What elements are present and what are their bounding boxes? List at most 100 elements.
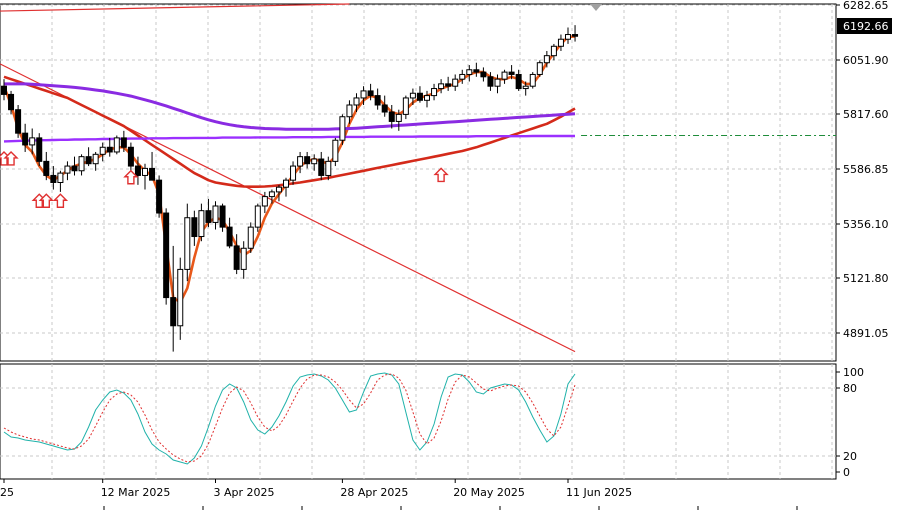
candle-body[interactable] — [275, 186, 282, 193]
candle-body[interactable] — [494, 78, 501, 87]
candle-body[interactable] — [332, 139, 339, 162]
candle-body[interactable] — [43, 160, 50, 176]
candle-body[interactable] — [219, 205, 226, 228]
buy-arrow-icon — [3, 150, 19, 166]
buy-arrow-icon — [433, 167, 449, 183]
candle-body[interactable] — [8, 93, 15, 111]
candlestick-layer[interactable] — [1, 25, 579, 352]
candle-body[interactable] — [353, 97, 360, 106]
candle-body[interactable] — [431, 88, 438, 97]
candle-body[interactable] — [64, 165, 71, 174]
candle-body[interactable] — [261, 196, 268, 207]
candle-body[interactable] — [247, 226, 254, 249]
moving-average-sma-flat — [3, 134, 575, 143]
axis-labels: 6282.65 6051.90 5817.60 5586.85 5356.10 5121.… — [0, 0, 889, 510]
candle-body[interactable] — [381, 104, 388, 113]
candle-body[interactable] — [106, 146, 113, 153]
candle-body[interactable] — [156, 179, 163, 214]
candle-body[interactable] — [374, 95, 381, 106]
candle-body[interactable] — [311, 158, 318, 165]
candle-body[interactable] — [339, 116, 346, 141]
candle-body[interactable] — [367, 90, 374, 97]
candle-body[interactable] — [212, 205, 219, 223]
candle-body[interactable] — [36, 137, 43, 162]
candle-body[interactable] — [57, 172, 64, 184]
candle-body[interactable] — [543, 55, 550, 64]
candle-body[interactable] — [184, 217, 191, 270]
candle-body[interactable] — [29, 137, 36, 146]
candle-body[interactable] — [99, 146, 106, 155]
candle-body[interactable] — [113, 137, 120, 153]
buy-arrow-icon — [52, 193, 69, 208]
date-tick-label: 11 Jun 2025 — [566, 486, 632, 499]
candle-body[interactable] — [163, 212, 170, 299]
candle-body[interactable] — [226, 226, 233, 247]
stoch-tick-label: 0 — [843, 466, 850, 479]
price-tick-label: 5586.85 — [843, 163, 889, 176]
candle-body[interactable] — [149, 167, 156, 181]
candle-body[interactable] — [480, 71, 487, 78]
price-tick-label: 5121.80 — [843, 272, 889, 285]
candle-body[interactable] — [508, 71, 515, 75]
candle-body[interactable] — [283, 179, 289, 188]
candle-body[interactable] — [120, 137, 127, 148]
candle-body[interactable] — [459, 73, 466, 80]
candle-body[interactable] — [318, 158, 325, 176]
candle-body[interactable] — [177, 268, 184, 327]
candle-body[interactable] — [409, 92, 416, 99]
candle-body[interactable] — [142, 167, 148, 176]
candle-body[interactable] — [71, 165, 78, 172]
candle-body[interactable] — [501, 71, 508, 80]
candle-body[interactable] — [127, 146, 134, 167]
trendline[interactable] — [0, 3, 350, 12]
candle-body[interactable] — [487, 76, 494, 87]
candle-body[interactable] — [92, 153, 99, 165]
candle-body[interactable] — [240, 247, 247, 270]
candle-body[interactable] — [254, 205, 261, 228]
candle-body[interactable] — [536, 62, 543, 75]
date-tick-label: 28 Apr 2025 — [340, 486, 408, 499]
candle-body[interactable] — [445, 83, 452, 87]
candle-body[interactable] — [78, 156, 85, 172]
candle-body[interactable] — [360, 90, 367, 99]
candle-body[interactable] — [424, 95, 430, 101]
candle-body[interactable] — [22, 132, 29, 146]
candle-body[interactable] — [198, 210, 205, 238]
candle-body[interactable] — [388, 111, 395, 122]
candle-body[interactable] — [438, 83, 445, 90]
candle-body[interactable] — [565, 34, 571, 40]
candle-body[interactable] — [325, 160, 332, 176]
candle-body[interactable] — [170, 297, 177, 327]
candle-body[interactable] — [515, 73, 522, 90]
candle-body[interactable] — [572, 34, 579, 37]
candle-body[interactable] — [416, 92, 423, 101]
candle-body[interactable] — [466, 69, 473, 75]
chart-shift-marker-icon[interactable] — [590, 4, 602, 11]
candle-body[interactable] — [268, 191, 275, 198]
candle-body[interactable] — [50, 174, 57, 184]
candle-body[interactable] — [191, 217, 198, 238]
candle-body[interactable] — [297, 156, 304, 167]
candle-body[interactable] — [15, 109, 22, 134]
candle-body[interactable] — [346, 104, 353, 118]
candle-body[interactable] — [134, 165, 141, 176]
candle-body[interactable] — [557, 38, 564, 47]
stoch-tick-label: 80 — [843, 382, 857, 395]
grid-lines — [0, 4, 836, 479]
candle-body[interactable] — [473, 69, 480, 73]
candle-body[interactable] — [402, 97, 409, 115]
candle-body[interactable] — [205, 210, 212, 223]
moving-average-sma-slow — [4, 82, 576, 131]
candle-body[interactable] — [290, 165, 297, 181]
candle-body[interactable] — [233, 245, 240, 270]
candle-body[interactable] — [550, 45, 557, 57]
candle-body[interactable] — [85, 156, 92, 165]
candle-body[interactable] — [529, 73, 536, 87]
candle-body[interactable] — [395, 113, 402, 122]
candle-body[interactable] — [1, 85, 7, 95]
candle-body[interactable] — [452, 78, 459, 87]
candle-body[interactable] — [522, 85, 529, 90]
candle-body[interactable] — [304, 156, 311, 165]
